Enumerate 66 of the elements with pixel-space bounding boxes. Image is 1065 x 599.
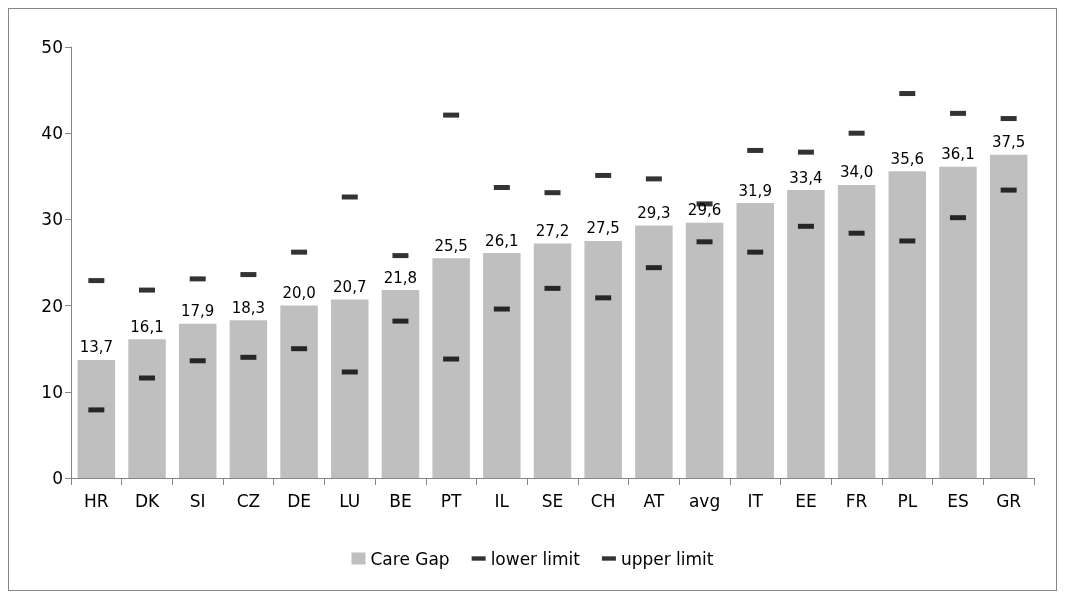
data-label: 27,5 — [586, 219, 620, 238]
x-tick-label: SE — [541, 490, 564, 511]
bar — [685, 222, 724, 478]
data-label: 13,7 — [79, 338, 114, 357]
bar — [888, 171, 927, 478]
x-tick-label: DE — [287, 490, 311, 511]
data-label: 16,1 — [130, 317, 164, 336]
bar — [736, 203, 774, 478]
y-tick-label: 10 — [41, 381, 63, 402]
x-tick-label: BE — [389, 490, 412, 511]
bar — [229, 320, 268, 478]
data-label: 29,3 — [637, 203, 671, 222]
data-label: 18,3 — [231, 298, 266, 317]
bar — [77, 359, 116, 478]
legend-label: Care Gap — [370, 548, 450, 569]
bar — [432, 258, 470, 478]
data-label: 27,2 — [535, 222, 570, 241]
data-label: 34,0 — [839, 163, 874, 182]
x-tick-label: PT — [440, 490, 463, 511]
x-tick-label: AT — [643, 490, 665, 511]
x-tick-label: IL — [494, 490, 510, 511]
bar — [331, 299, 369, 478]
y-tick-label: 0 — [52, 468, 63, 488]
bar — [533, 243, 572, 478]
bar — [837, 184, 876, 478]
legend-label: upper limit — [620, 548, 714, 569]
data-label: 33,4 — [789, 168, 823, 187]
y-tick-label: 50 — [41, 37, 63, 57]
x-tick-label: FR — [845, 490, 868, 511]
bar — [989, 154, 1028, 478]
x-tick-label: CH — [590, 490, 616, 511]
data-label: 20,0 — [282, 284, 316, 303]
bar — [635, 225, 673, 478]
bar — [584, 240, 622, 478]
bar — [128, 339, 166, 478]
x-tick-label: PL — [897, 490, 918, 511]
data-label: 37,5 — [991, 133, 1026, 152]
x-tick-label: ES — [947, 490, 969, 511]
y-tick-label: 20 — [41, 295, 63, 316]
bar — [483, 253, 521, 478]
data-label: 25,5 — [434, 236, 468, 255]
data-label: 31,9 — [738, 181, 772, 200]
bar — [381, 290, 420, 478]
data-label: 26,1 — [485, 231, 519, 250]
y-tick-label: 40 — [41, 123, 63, 144]
data-label: 17,9 — [181, 302, 215, 321]
bar — [280, 305, 318, 478]
x-tick-label: SI — [189, 490, 206, 511]
x-tick-label: LU — [339, 490, 361, 511]
x-tick-label: DK — [134, 490, 160, 511]
legend-label: lower limit — [490, 548, 581, 569]
bar — [939, 166, 977, 478]
data-label: 36,1 — [941, 145, 975, 164]
x-tick-label: IT — [747, 490, 764, 511]
bar — [178, 323, 217, 478]
x-tick-label: avg — [688, 490, 721, 511]
data-label: 29,6 — [687, 201, 722, 220]
data-label: 35,6 — [890, 149, 924, 168]
data-label: 21,8 — [383, 268, 418, 287]
x-tick-label: EE — [795, 490, 817, 511]
bar — [787, 190, 825, 478]
x-tick-label: HR — [84, 490, 109, 511]
x-tick-label: GR — [996, 490, 1022, 511]
data-label: 20,7 — [333, 278, 367, 297]
y-tick-label: 30 — [41, 209, 63, 230]
x-tick-label: CZ — [236, 490, 261, 511]
